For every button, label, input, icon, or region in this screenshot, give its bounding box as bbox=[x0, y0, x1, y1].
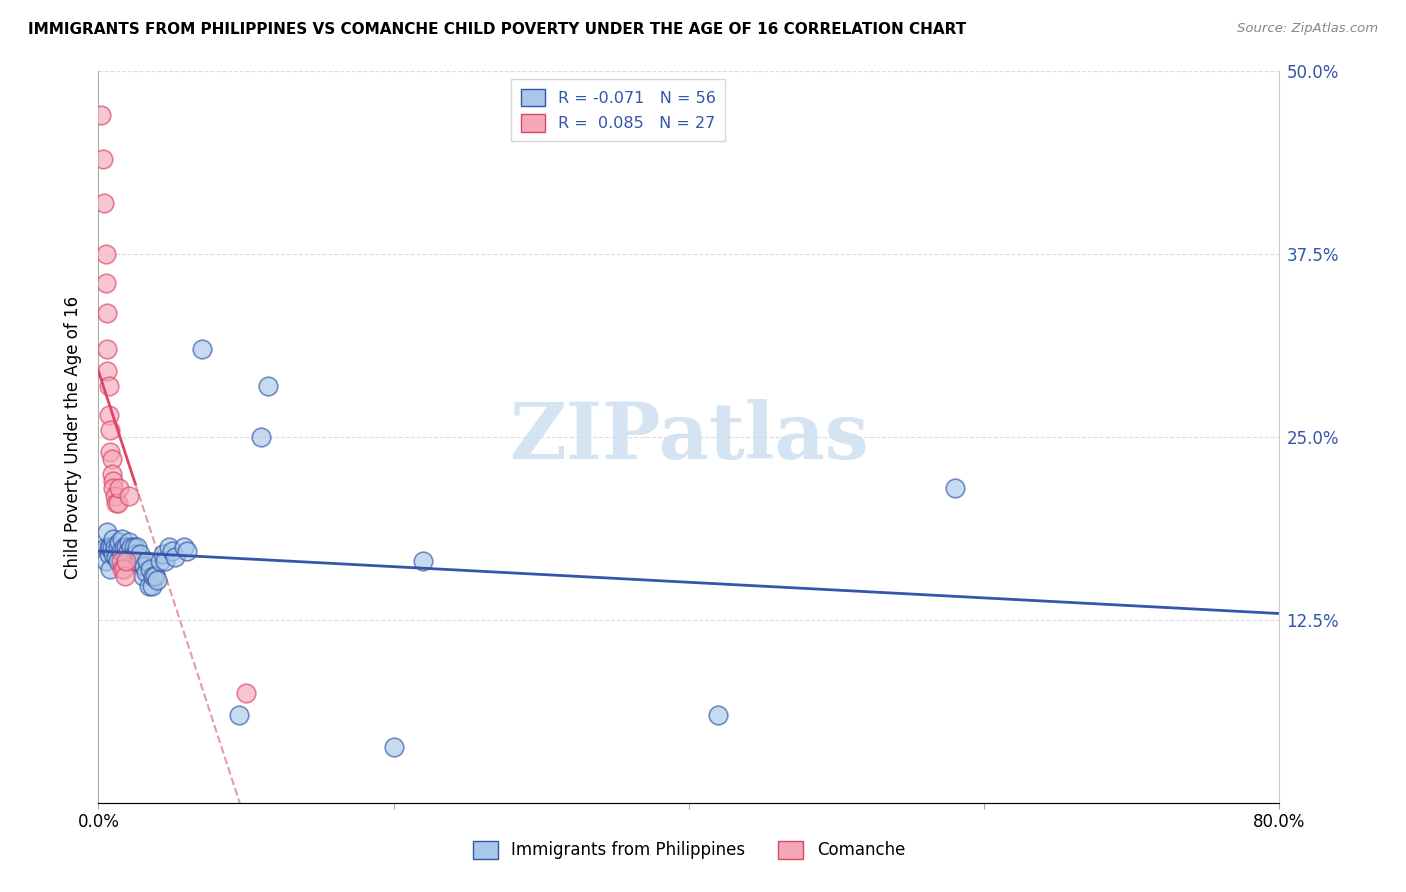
Point bbox=[115, 554, 138, 568]
Point bbox=[94, 540, 117, 554]
Point bbox=[115, 540, 138, 554]
Point bbox=[111, 562, 134, 576]
Point bbox=[257, 379, 280, 393]
Point bbox=[97, 540, 120, 554]
Point bbox=[153, 554, 176, 568]
Point bbox=[114, 549, 136, 564]
Point bbox=[141, 579, 163, 593]
Point bbox=[98, 444, 121, 458]
Point bbox=[110, 554, 132, 568]
Point bbox=[146, 574, 169, 588]
Point bbox=[98, 562, 121, 576]
Point bbox=[122, 540, 145, 554]
Point bbox=[382, 740, 405, 755]
Point bbox=[94, 277, 117, 291]
Point bbox=[139, 562, 162, 576]
Point bbox=[107, 496, 129, 510]
Point bbox=[105, 549, 128, 564]
Point bbox=[96, 343, 118, 357]
Point bbox=[138, 579, 160, 593]
Point bbox=[132, 569, 155, 583]
Point bbox=[191, 343, 214, 357]
Point bbox=[105, 496, 128, 510]
Point bbox=[98, 540, 121, 554]
Point bbox=[100, 540, 122, 554]
Point bbox=[98, 423, 121, 437]
Point bbox=[100, 467, 122, 481]
Point bbox=[108, 481, 131, 495]
Point bbox=[96, 364, 118, 378]
Point bbox=[103, 533, 125, 547]
Point bbox=[91, 152, 114, 166]
Point bbox=[943, 481, 966, 495]
Point bbox=[707, 708, 730, 723]
Point bbox=[96, 525, 118, 540]
Point bbox=[162, 544, 183, 558]
Point bbox=[114, 569, 136, 583]
Point bbox=[103, 474, 125, 488]
Y-axis label: Child Poverty Under the Age of 16: Child Poverty Under the Age of 16 bbox=[65, 295, 83, 579]
Point bbox=[149, 554, 172, 568]
Point bbox=[125, 540, 148, 554]
Point bbox=[103, 547, 125, 561]
Point bbox=[228, 708, 250, 723]
Point bbox=[118, 535, 141, 549]
Point bbox=[112, 562, 135, 576]
Point bbox=[94, 247, 117, 261]
Text: IMMIGRANTS FROM PHILIPPINES VS COMANCHE CHILD POVERTY UNDER THE AGE OF 16 CORREL: IMMIGRANTS FROM PHILIPPINES VS COMANCHE … bbox=[28, 22, 966, 37]
Point bbox=[124, 547, 146, 561]
Point bbox=[107, 554, 129, 568]
Point bbox=[100, 452, 122, 467]
Point bbox=[97, 379, 120, 393]
Point bbox=[97, 408, 120, 422]
Legend: Immigrants from Philippines, Comanche: Immigrants from Philippines, Comanche bbox=[464, 832, 914, 868]
Point bbox=[112, 540, 135, 554]
Point bbox=[165, 549, 187, 564]
Point bbox=[250, 430, 273, 444]
Point bbox=[136, 554, 159, 568]
Point bbox=[142, 569, 165, 583]
Point bbox=[173, 540, 195, 554]
Point bbox=[157, 540, 180, 554]
Point bbox=[143, 569, 166, 583]
Point bbox=[117, 544, 139, 558]
Point bbox=[176, 544, 198, 558]
Point bbox=[128, 547, 150, 561]
Point bbox=[93, 196, 115, 211]
Point bbox=[122, 554, 145, 568]
Point bbox=[118, 489, 141, 503]
Point bbox=[90, 108, 112, 122]
Point bbox=[152, 547, 174, 561]
Point bbox=[103, 481, 125, 495]
Point bbox=[104, 489, 127, 503]
Point bbox=[96, 306, 118, 320]
Point bbox=[412, 554, 434, 568]
Text: ZIPatlas: ZIPatlas bbox=[509, 399, 869, 475]
Point bbox=[134, 558, 156, 573]
Point bbox=[235, 686, 257, 700]
Point bbox=[108, 535, 131, 549]
Point bbox=[120, 549, 142, 564]
Point bbox=[94, 554, 117, 568]
Point bbox=[135, 565, 157, 579]
Point bbox=[107, 540, 129, 554]
Point bbox=[104, 540, 127, 554]
Point bbox=[110, 544, 132, 558]
Point bbox=[97, 547, 120, 561]
Point bbox=[120, 540, 142, 554]
Point bbox=[127, 554, 149, 568]
Text: Source: ZipAtlas.com: Source: ZipAtlas.com bbox=[1237, 22, 1378, 36]
Point bbox=[111, 533, 134, 547]
